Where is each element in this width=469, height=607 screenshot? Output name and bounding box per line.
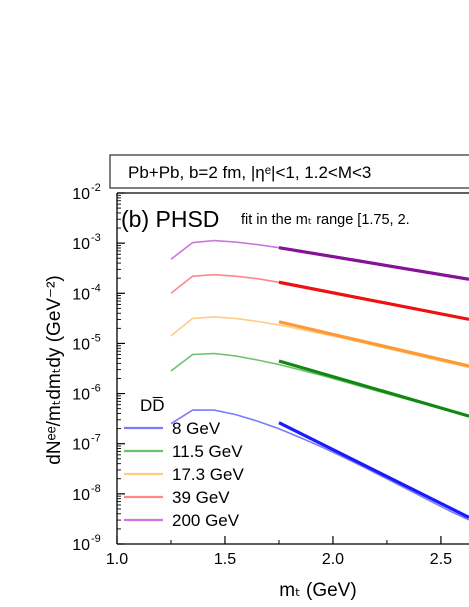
series-line [170, 316, 469, 369]
header-box: Pb+Pb, b=2 fm, |ηᵉ|<1, 1.2<M<3 [109, 154, 469, 189]
fit-line [278, 246, 469, 281]
header-text: Pb+Pb, b=2 fm, |ηᵉ|<1, 1.2<M<3 [128, 163, 371, 182]
legend-item: 200 GeV [124, 511, 240, 530]
legend-item: 11.5 GeV [124, 442, 243, 461]
svg-text:10: 10 [72, 387, 90, 404]
fit-line [278, 280, 469, 321]
legend: DD̅ 8 GeV 11.5 GeV 17.3 GeV 39 GeV 200 GeV [124, 396, 244, 530]
legend-label: 200 GeV [172, 511, 240, 530]
legend-item: 39 GeV [124, 488, 230, 507]
svg-text:10: 10 [72, 437, 90, 454]
svg-text:10: 10 [72, 186, 90, 203]
svg-text:10: 10 [72, 236, 90, 253]
y-tick-label: 10 -6 [72, 383, 101, 404]
y-tick-label: 10 -5 [72, 332, 101, 353]
x-tick-label: 2.5 [430, 551, 452, 568]
legend-title: DD̅ [140, 396, 165, 415]
fit-note: fit in the mₜ range [1.75, 2. [241, 212, 410, 228]
legend-item: 8 GeV [124, 419, 221, 438]
y-axis-title: dNᵉᵉ/mₜdmₜdy (GeV⁻²) [44, 275, 65, 465]
fit-line [278, 359, 469, 418]
plot-frame [116, 192, 469, 545]
y-tick-label: 10 -3 [72, 232, 101, 253]
series-layer [170, 239, 469, 521]
legend-item: 17.3 GeV [124, 465, 244, 484]
svg-text:10: 10 [72, 336, 90, 353]
panel-label: (b) PHSD [121, 206, 219, 232]
svg-text:-6: -6 [91, 383, 101, 395]
svg-text:-5: -5 [91, 332, 101, 344]
svg-text:-4: -4 [91, 282, 101, 294]
legend-label: 8 GeV [172, 419, 221, 438]
fit-line [278, 421, 469, 519]
svg-text:-3: -3 [91, 232, 101, 244]
x-axis-title: mₜ (GeV) [279, 580, 356, 601]
svg-text:10: 10 [72, 537, 90, 554]
series-line [170, 409, 469, 521]
legend-label: 39 GeV [172, 488, 230, 507]
y-tick-labels: 10-910-810-710-610-510-410-310-2 [72, 182, 101, 554]
svg-text:-9: -9 [91, 533, 101, 545]
legend-items: 8 GeV 11.5 GeV 17.3 GeV 39 GeV 200 GeV [124, 419, 244, 530]
legend-label: 11.5 GeV [172, 442, 243, 461]
y-tick-label: 10 -8 [72, 483, 101, 504]
x-tick-label: 1.5 [214, 551, 236, 568]
legend-label: 17.3 GeV [172, 465, 244, 484]
svg-text:10: 10 [72, 487, 90, 504]
y-tick-label: 10 -7 [72, 433, 101, 454]
y-tick-label: 10 -2 [72, 182, 101, 203]
svg-text:-7: -7 [91, 433, 101, 445]
series-line [170, 273, 469, 321]
svg-text:-2: -2 [91, 182, 101, 194]
fit-line [278, 320, 469, 368]
y-tick-label: 10 -4 [72, 282, 101, 303]
svg-text:10: 10 [72, 286, 90, 303]
x-tick-label: 1.0 [106, 551, 128, 568]
x-tick-labels: 1.0 1.5 2.0 2.5 [106, 551, 452, 568]
svg-text:-8: -8 [91, 483, 101, 495]
axes-ticks [116, 192, 442, 545]
series-line [170, 352, 469, 418]
y-tick-label: 10 -9 [72, 533, 101, 554]
x-tick-label: 2.0 [322, 551, 344, 568]
